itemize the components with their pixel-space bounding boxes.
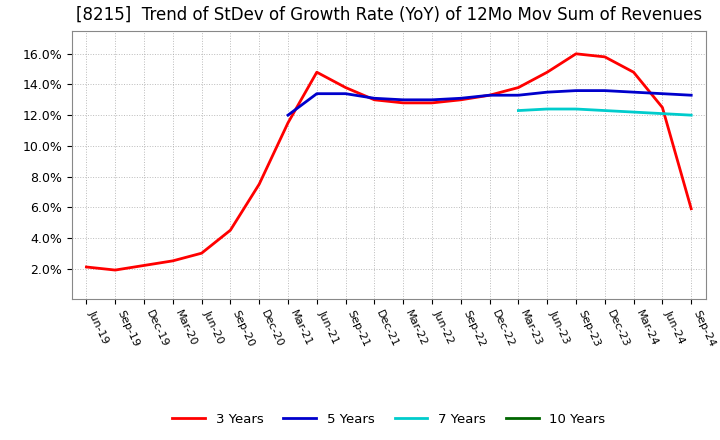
- 5 Years: [399, 97, 408, 103]
- 3 Years: [370, 97, 379, 103]
- 5 Years: [456, 95, 465, 101]
- 5 Years: [312, 91, 321, 96]
- 3 Years: [197, 250, 206, 256]
- 3 Years: [341, 85, 350, 90]
- 3 Years: [255, 182, 264, 187]
- Line: 7 Years: 7 Years: [518, 109, 691, 115]
- 5 Years: [341, 91, 350, 96]
- 5 Years: [600, 88, 609, 93]
- 3 Years: [485, 92, 494, 98]
- 7 Years: [687, 113, 696, 118]
- 5 Years: [485, 92, 494, 98]
- 5 Years: [428, 97, 436, 103]
- 3 Years: [658, 105, 667, 110]
- 7 Years: [629, 110, 638, 115]
- 5 Years: [658, 91, 667, 96]
- Legend: 3 Years, 5 Years, 7 Years, 10 Years: 3 Years, 5 Years, 7 Years, 10 Years: [167, 408, 611, 431]
- 3 Years: [82, 264, 91, 270]
- 3 Years: [543, 70, 552, 75]
- 3 Years: [600, 54, 609, 59]
- 3 Years: [514, 85, 523, 90]
- 3 Years: [629, 70, 638, 75]
- 3 Years: [312, 70, 321, 75]
- 5 Years: [514, 92, 523, 98]
- 3 Years: [284, 120, 292, 125]
- 3 Years: [456, 97, 465, 103]
- 7 Years: [572, 106, 580, 112]
- 5 Years: [284, 113, 292, 118]
- Line: 3 Years: 3 Years: [86, 54, 691, 270]
- 5 Years: [543, 89, 552, 95]
- 7 Years: [514, 108, 523, 113]
- 5 Years: [629, 89, 638, 95]
- Title: [8215]  Trend of StDev of Growth Rate (YoY) of 12Mo Mov Sum of Revenues: [8215] Trend of StDev of Growth Rate (Yo…: [76, 6, 702, 24]
- 3 Years: [111, 268, 120, 273]
- 7 Years: [543, 106, 552, 112]
- 3 Years: [226, 227, 235, 233]
- 3 Years: [572, 51, 580, 56]
- 5 Years: [687, 92, 696, 98]
- 3 Years: [399, 100, 408, 106]
- 3 Years: [687, 206, 696, 211]
- 7 Years: [600, 108, 609, 113]
- 7 Years: [658, 111, 667, 116]
- 3 Years: [140, 263, 148, 268]
- 3 Years: [428, 100, 436, 106]
- 3 Years: [168, 258, 177, 264]
- 5 Years: [572, 88, 580, 93]
- 5 Years: [370, 95, 379, 101]
- Line: 5 Years: 5 Years: [288, 91, 691, 115]
